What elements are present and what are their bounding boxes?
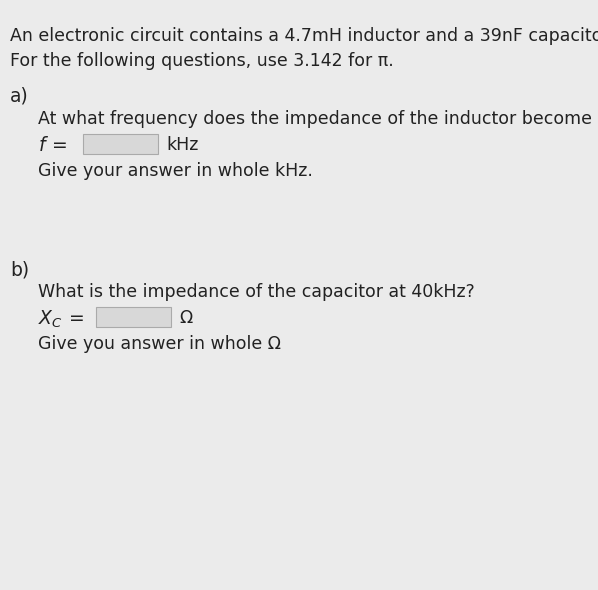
Text: Give you answer in whole Ω: Give you answer in whole Ω — [38, 335, 281, 353]
Text: What is the impedance of the capacitor at 40kHz?: What is the impedance of the capacitor a… — [38, 283, 475, 301]
Text: a): a) — [10, 87, 29, 106]
Text: For the following questions, use 3.142 for π.: For the following questions, use 3.142 f… — [10, 52, 393, 70]
Text: b): b) — [10, 260, 29, 279]
FancyBboxPatch shape — [96, 307, 171, 327]
Text: Give your answer in whole kHz.: Give your answer in whole kHz. — [38, 162, 313, 180]
FancyBboxPatch shape — [83, 134, 158, 154]
Text: An electronic circuit contains a 4.7mH inductor and a 39nF capacitor.: An electronic circuit contains a 4.7mH i… — [10, 27, 598, 45]
Text: $f\,=$: $f\,=$ — [38, 136, 67, 155]
Text: Ω: Ω — [179, 309, 192, 327]
Text: At what frequency does the impedance of the inductor become 2kΩ?: At what frequency does the impedance of … — [38, 110, 598, 128]
Text: kHz: kHz — [166, 136, 199, 154]
Text: $X_C\,=$: $X_C\,=$ — [38, 309, 84, 330]
